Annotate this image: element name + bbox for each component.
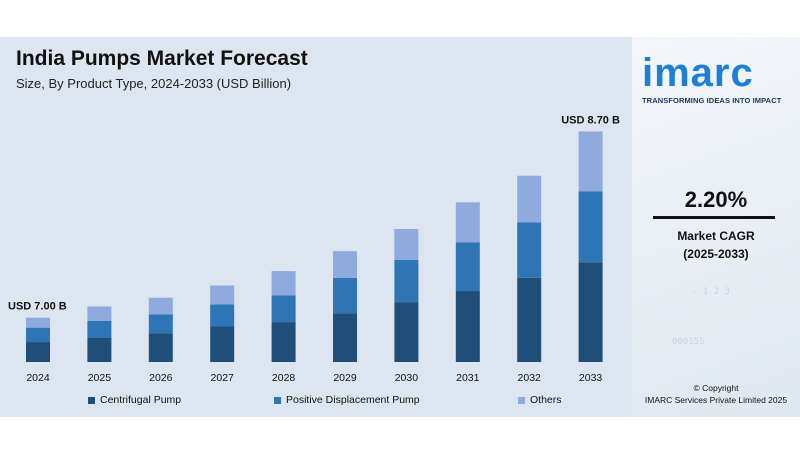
x-tick-label: 2033	[579, 372, 603, 384]
bar-segment-2026-centrifugal-pump	[148, 333, 173, 362]
bar-segment-2025-others	[87, 306, 112, 321]
legend-label: Positive Displacement Pump	[286, 394, 420, 406]
total-value-label: USD 8.70 B	[561, 114, 620, 126]
bar-segment-2024-positive-displacement-pump	[26, 327, 50, 343]
bar-segment-2025-centrifugal-pump	[87, 337, 112, 362]
bar-segment-2026-positive-displacement-pump	[148, 314, 173, 334]
chart-subtitle: Size, By Product Type, 2024-2033 (USD Bi…	[16, 76, 292, 91]
bar-segment-2032-others	[517, 175, 542, 223]
legend-label: Others	[530, 394, 562, 406]
bar-segment-2032-positive-displacement-pump	[517, 222, 542, 278]
x-tick-label: 2024	[26, 372, 50, 384]
legend-swatch	[274, 396, 281, 404]
cagr-label: Market CAGR	[677, 229, 755, 243]
legend-label: Centrifugal Pump	[100, 394, 182, 406]
legend-swatch	[518, 396, 525, 404]
bar-segment-2033-others	[578, 131, 603, 192]
chart-legend: Centrifugal Pump Positive Displacement P…	[88, 394, 568, 406]
x-tick-label: 2032	[518, 372, 542, 384]
bar-segment-2030-positive-displacement-pump	[394, 260, 419, 303]
x-tick-label: 2027	[211, 372, 235, 384]
bar-segment-2033-centrifugal-pump	[578, 262, 603, 362]
cagr-period: (2025-2033)	[683, 247, 749, 261]
decorative-background-digits: 00015S	[672, 337, 705, 347]
bar-segment-2027-centrifugal-pump	[210, 326, 235, 362]
side-panel: - 1 2 3 00015S imarc TRANSFORMING IDEAS …	[632, 37, 800, 417]
bar-segment-2030-centrifugal-pump	[394, 302, 419, 362]
bar-segment-2028-positive-displacement-pump	[271, 295, 296, 323]
legend-item-positive-displacement-pump: Positive Displacement Pump	[274, 394, 518, 406]
legend-item-centrifugal-pump: Centrifugal Pump	[88, 394, 274, 406]
bar-segment-2028-others	[271, 271, 296, 296]
x-tick-label: 2029	[333, 372, 357, 384]
bar-segment-2029-others	[333, 251, 357, 278]
x-tick-label: 2028	[272, 372, 296, 384]
x-tick-label: 2030	[395, 372, 419, 384]
bar-segment-2032-centrifugal-pump	[517, 277, 542, 362]
bar-segment-2025-positive-displacement-pump	[87, 320, 112, 338]
bar-segment-2029-centrifugal-pump	[333, 313, 357, 362]
bar-segment-2024-others	[26, 317, 50, 328]
cagr-value: 2.20%	[684, 187, 748, 212]
bar-segment-2024-centrifugal-pump	[26, 342, 50, 362]
bar-segment-2031-positive-displacement-pump	[455, 242, 480, 292]
bar-segment-2030-others	[394, 228, 419, 261]
copyright-line-1: © Copyright	[693, 383, 739, 393]
x-tick-label: 2031	[456, 372, 480, 384]
bar-segment-2031-centrifugal-pump	[455, 291, 480, 362]
chart-panel: India Pumps Market Forecast Size, By Pro…	[0, 37, 632, 417]
legend-swatch	[88, 396, 95, 404]
chart-title: India Pumps Market Forecast	[16, 47, 308, 70]
logo-wordmark: imarc	[642, 51, 754, 95]
imarc-logo: imarc TRANSFORMING IDEAS INTO IMPACT	[642, 53, 792, 105]
logo-tagline: TRANSFORMING IDEAS INTO IMPACT	[642, 96, 782, 105]
x-tick-label: 2026	[149, 372, 173, 384]
infographic: India Pumps Market Forecast Size, By Pro…	[0, 37, 800, 417]
bar-segment-2031-others	[455, 202, 480, 243]
bar-segment-2028-centrifugal-pump	[271, 322, 296, 362]
bar-segment-2027-positive-displacement-pump	[210, 304, 235, 327]
bar-segment-2026-others	[148, 297, 173, 315]
copyright-line-2: IMARC Services Private Limited 2025	[644, 395, 788, 405]
x-tick-label: 2025	[88, 372, 112, 384]
bar-segment-2033-positive-displacement-pump	[578, 191, 603, 263]
bar-segment-2029-positive-displacement-pump	[333, 277, 357, 314]
bar-segment-2027-others	[210, 285, 235, 305]
cagr-divider	[653, 216, 775, 219]
legend-item-others: Others	[518, 394, 562, 406]
decorative-background-digits: - 1 2 3	[692, 287, 730, 297]
stacked-bar-chart: 2024 2025 2026 2027 2028 2029 2030 2031 2032 2033…	[8, 114, 620, 384]
total-value-label: USD 7.00 B	[8, 301, 67, 313]
